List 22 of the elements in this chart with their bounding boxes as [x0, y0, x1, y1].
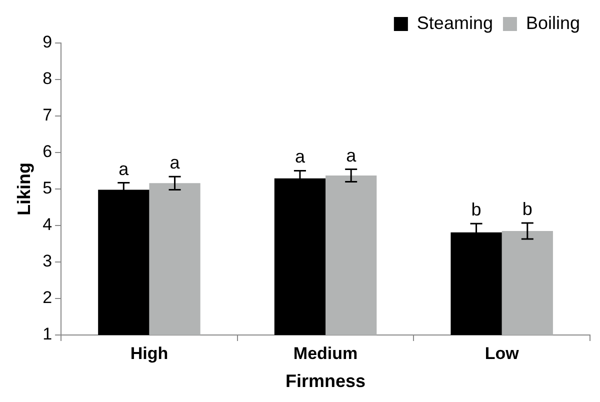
y-tick-label: 2 [42, 288, 52, 308]
y-tick-label: 4 [42, 215, 52, 234]
y-tick-label: 8 [42, 69, 52, 88]
y-tick-label: 7 [42, 106, 52, 125]
data-label: a [346, 145, 358, 166]
data-label: a [294, 146, 306, 167]
legend-label: Steaming [416, 12, 493, 33]
y-tick-label: 1 [42, 324, 52, 344]
data-label: a [170, 152, 181, 173]
data-label: a [118, 158, 130, 179]
data-label: b [471, 200, 482, 220]
y-tick-label: 5 [42, 178, 52, 198]
x-tick-label: Medium [293, 344, 358, 363]
x-tick-label: Low [484, 344, 520, 363]
data-label: b [522, 198, 532, 219]
x-axis-title: Firmness [286, 371, 366, 392]
y-axis-title: Liking [14, 162, 34, 216]
y-tick-label: 9 [42, 32, 52, 52]
x-tick-label: High [130, 344, 168, 363]
legend-label: Boiling [526, 12, 580, 33]
y-tick-label: 6 [42, 142, 52, 162]
y-tick-label: 3 [42, 252, 52, 271]
